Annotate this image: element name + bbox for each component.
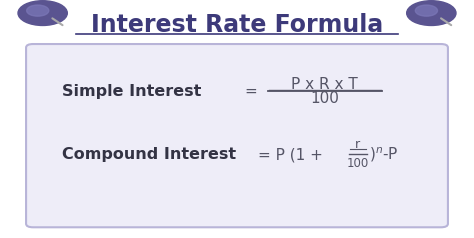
Circle shape: [407, 1, 456, 25]
Circle shape: [27, 5, 49, 16]
Circle shape: [415, 5, 438, 16]
Text: Compound Interest: Compound Interest: [62, 147, 236, 162]
Text: 100: 100: [347, 157, 369, 170]
Text: )$^{n}$-P: )$^{n}$-P: [369, 145, 398, 164]
Text: = P (1 +: = P (1 +: [258, 147, 323, 162]
Text: Interest Rate Formula: Interest Rate Formula: [91, 13, 383, 37]
Text: =: =: [244, 84, 257, 99]
Text: Simple Interest: Simple Interest: [62, 84, 201, 99]
Circle shape: [18, 1, 67, 25]
Text: P x R x T: P x R x T: [292, 77, 358, 92]
Text: r: r: [356, 138, 360, 151]
Text: 100: 100: [310, 91, 339, 106]
FancyBboxPatch shape: [26, 44, 448, 227]
